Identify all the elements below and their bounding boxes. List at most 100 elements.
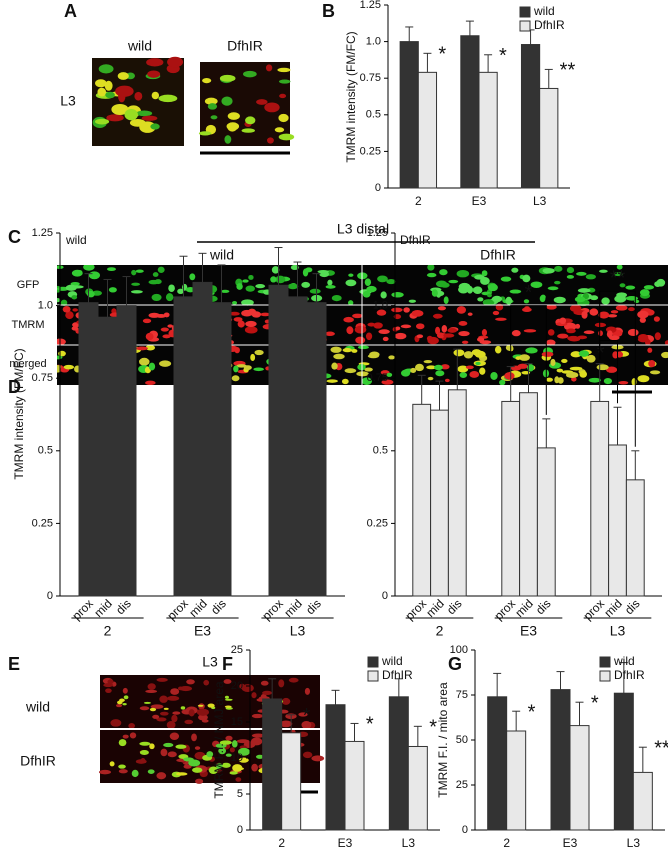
blob — [305, 267, 313, 273]
blob — [410, 367, 417, 373]
blob — [156, 717, 167, 722]
blob — [461, 340, 469, 344]
blob — [522, 274, 531, 283]
blob — [302, 751, 313, 759]
bar — [501, 400, 521, 597]
y-tick-label: 0.5 — [373, 445, 388, 457]
blob — [553, 296, 566, 304]
blob — [136, 110, 153, 117]
blob — [148, 279, 159, 285]
blob — [326, 379, 338, 383]
blob — [135, 269, 144, 273]
blob — [541, 351, 554, 357]
blob — [188, 709, 195, 717]
blob — [403, 307, 410, 313]
bar — [608, 444, 627, 597]
blob — [242, 279, 249, 283]
blob — [574, 296, 586, 303]
bar — [399, 41, 419, 189]
bar — [281, 732, 302, 831]
blob — [616, 265, 623, 270]
blob — [106, 114, 124, 122]
blob — [232, 764, 243, 772]
blob — [139, 741, 151, 746]
blob — [477, 297, 484, 302]
y-axis-label: TMRM intensity (FM/FC) — [12, 348, 26, 479]
blob — [256, 99, 268, 105]
y-tick-label: 1.25 — [367, 227, 388, 239]
blob — [95, 118, 110, 125]
bar — [506, 730, 527, 831]
blob — [401, 369, 411, 377]
blob — [638, 334, 649, 341]
blob — [232, 300, 238, 305]
legend-swatch — [599, 670, 611, 682]
blob — [511, 330, 521, 337]
blob — [577, 288, 591, 293]
blob — [505, 296, 513, 305]
blob — [105, 91, 115, 99]
blob — [581, 310, 588, 319]
blob — [250, 353, 256, 362]
blob — [348, 273, 354, 277]
blob — [435, 326, 441, 335]
blob — [139, 750, 149, 755]
y-tick-label: 1.0 — [38, 300, 53, 312]
bar — [590, 400, 610, 597]
bar — [625, 479, 645, 597]
blob — [436, 332, 445, 339]
blob — [167, 751, 177, 758]
y-tick-label: 0.25 — [360, 145, 381, 157]
blob — [98, 64, 114, 74]
x-tick-label: mid — [186, 596, 210, 620]
y-tick-label: 1.0 — [373, 300, 388, 312]
blob — [167, 324, 174, 328]
blob — [239, 683, 245, 690]
blob — [227, 112, 240, 120]
blob — [625, 296, 639, 301]
blob — [236, 739, 250, 744]
blob — [241, 309, 253, 317]
blob — [57, 338, 66, 346]
x-tick-label: E3 — [563, 836, 578, 850]
blob — [649, 370, 661, 375]
blob — [274, 127, 285, 133]
x-tick-label: mid — [423, 596, 447, 620]
blob — [327, 279, 333, 286]
blob — [427, 336, 439, 345]
significance: * — [429, 717, 437, 739]
blob — [644, 339, 651, 346]
blob — [223, 679, 232, 684]
blob — [191, 733, 197, 742]
blob — [481, 270, 488, 277]
y-axis-label: TMRM F.I. / NMJ area — [212, 681, 226, 799]
blob — [225, 753, 232, 757]
bar — [417, 71, 438, 189]
bar — [388, 696, 409, 831]
significance: * — [303, 705, 311, 727]
blob — [447, 327, 458, 333]
blob — [500, 276, 512, 282]
blob — [131, 269, 137, 276]
blob — [354, 325, 367, 334]
blob — [60, 299, 68, 306]
bar — [519, 392, 538, 597]
blob — [346, 326, 354, 335]
bar — [539, 87, 559, 189]
blob — [479, 367, 486, 375]
blob — [441, 324, 448, 333]
blob — [229, 771, 238, 775]
blob — [245, 116, 256, 125]
blob — [366, 285, 377, 293]
panel-letter: E — [8, 654, 20, 674]
blob — [615, 305, 628, 311]
blob — [476, 337, 485, 342]
group-label: 2 — [104, 623, 112, 639]
blob — [596, 364, 609, 371]
blob — [208, 766, 219, 774]
blob — [171, 714, 178, 723]
bracket — [510, 305, 547, 415]
x-tick-label: 2 — [278, 836, 285, 850]
blob — [362, 290, 371, 298]
